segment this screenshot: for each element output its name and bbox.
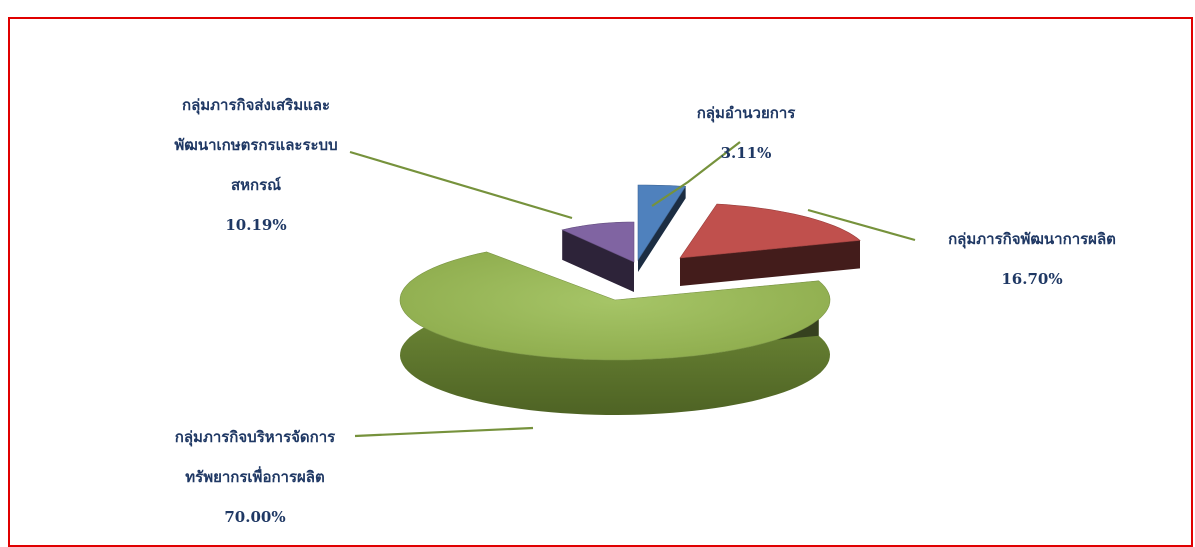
pie-slice-top	[399, 251, 831, 361]
pie-slice	[561, 221, 635, 292]
data-label-category: กลุ่มภารกิจบริหารจัดการ	[175, 428, 336, 447]
data-label-category: กลุ่มภารกิจส่งเสริมและ	[182, 96, 330, 115]
leader-line	[354, 426, 534, 438]
pie-slice	[399, 251, 831, 415]
pie-slice-top	[561, 221, 635, 263]
data-label-percent: 10.19%	[225, 216, 286, 234]
leader-line	[349, 150, 573, 220]
pie-slice-wall	[680, 240, 860, 286]
data-label-category: ทรัพยากรเพื่อการผลิต	[185, 466, 325, 486]
pie-slice-wall	[562, 229, 634, 292]
data-label-category: สหกรณ์	[231, 176, 281, 194]
data-label-category: พัฒนาเกษตรกรและระบบ	[174, 136, 337, 154]
data-label-percent: 3.11%	[721, 144, 772, 162]
pie-slice-top	[679, 203, 861, 259]
pie-slice-side	[400, 251, 830, 415]
data-label-percent: 70.00%	[224, 508, 285, 526]
data-label-percent: 16.70%	[1001, 270, 1062, 288]
pie-slice	[637, 184, 687, 272]
pie-slice-wall	[638, 186, 686, 272]
leader-line	[807, 208, 916, 242]
pie-slice	[679, 203, 861, 286]
pie-slice-top	[637, 184, 687, 262]
data-label-category: กลุ่มภารกิจพัฒนาการผลิต	[948, 230, 1116, 249]
leader-line	[651, 141, 741, 207]
data-label-category: กลุ่มอำนวยการ	[697, 104, 797, 123]
